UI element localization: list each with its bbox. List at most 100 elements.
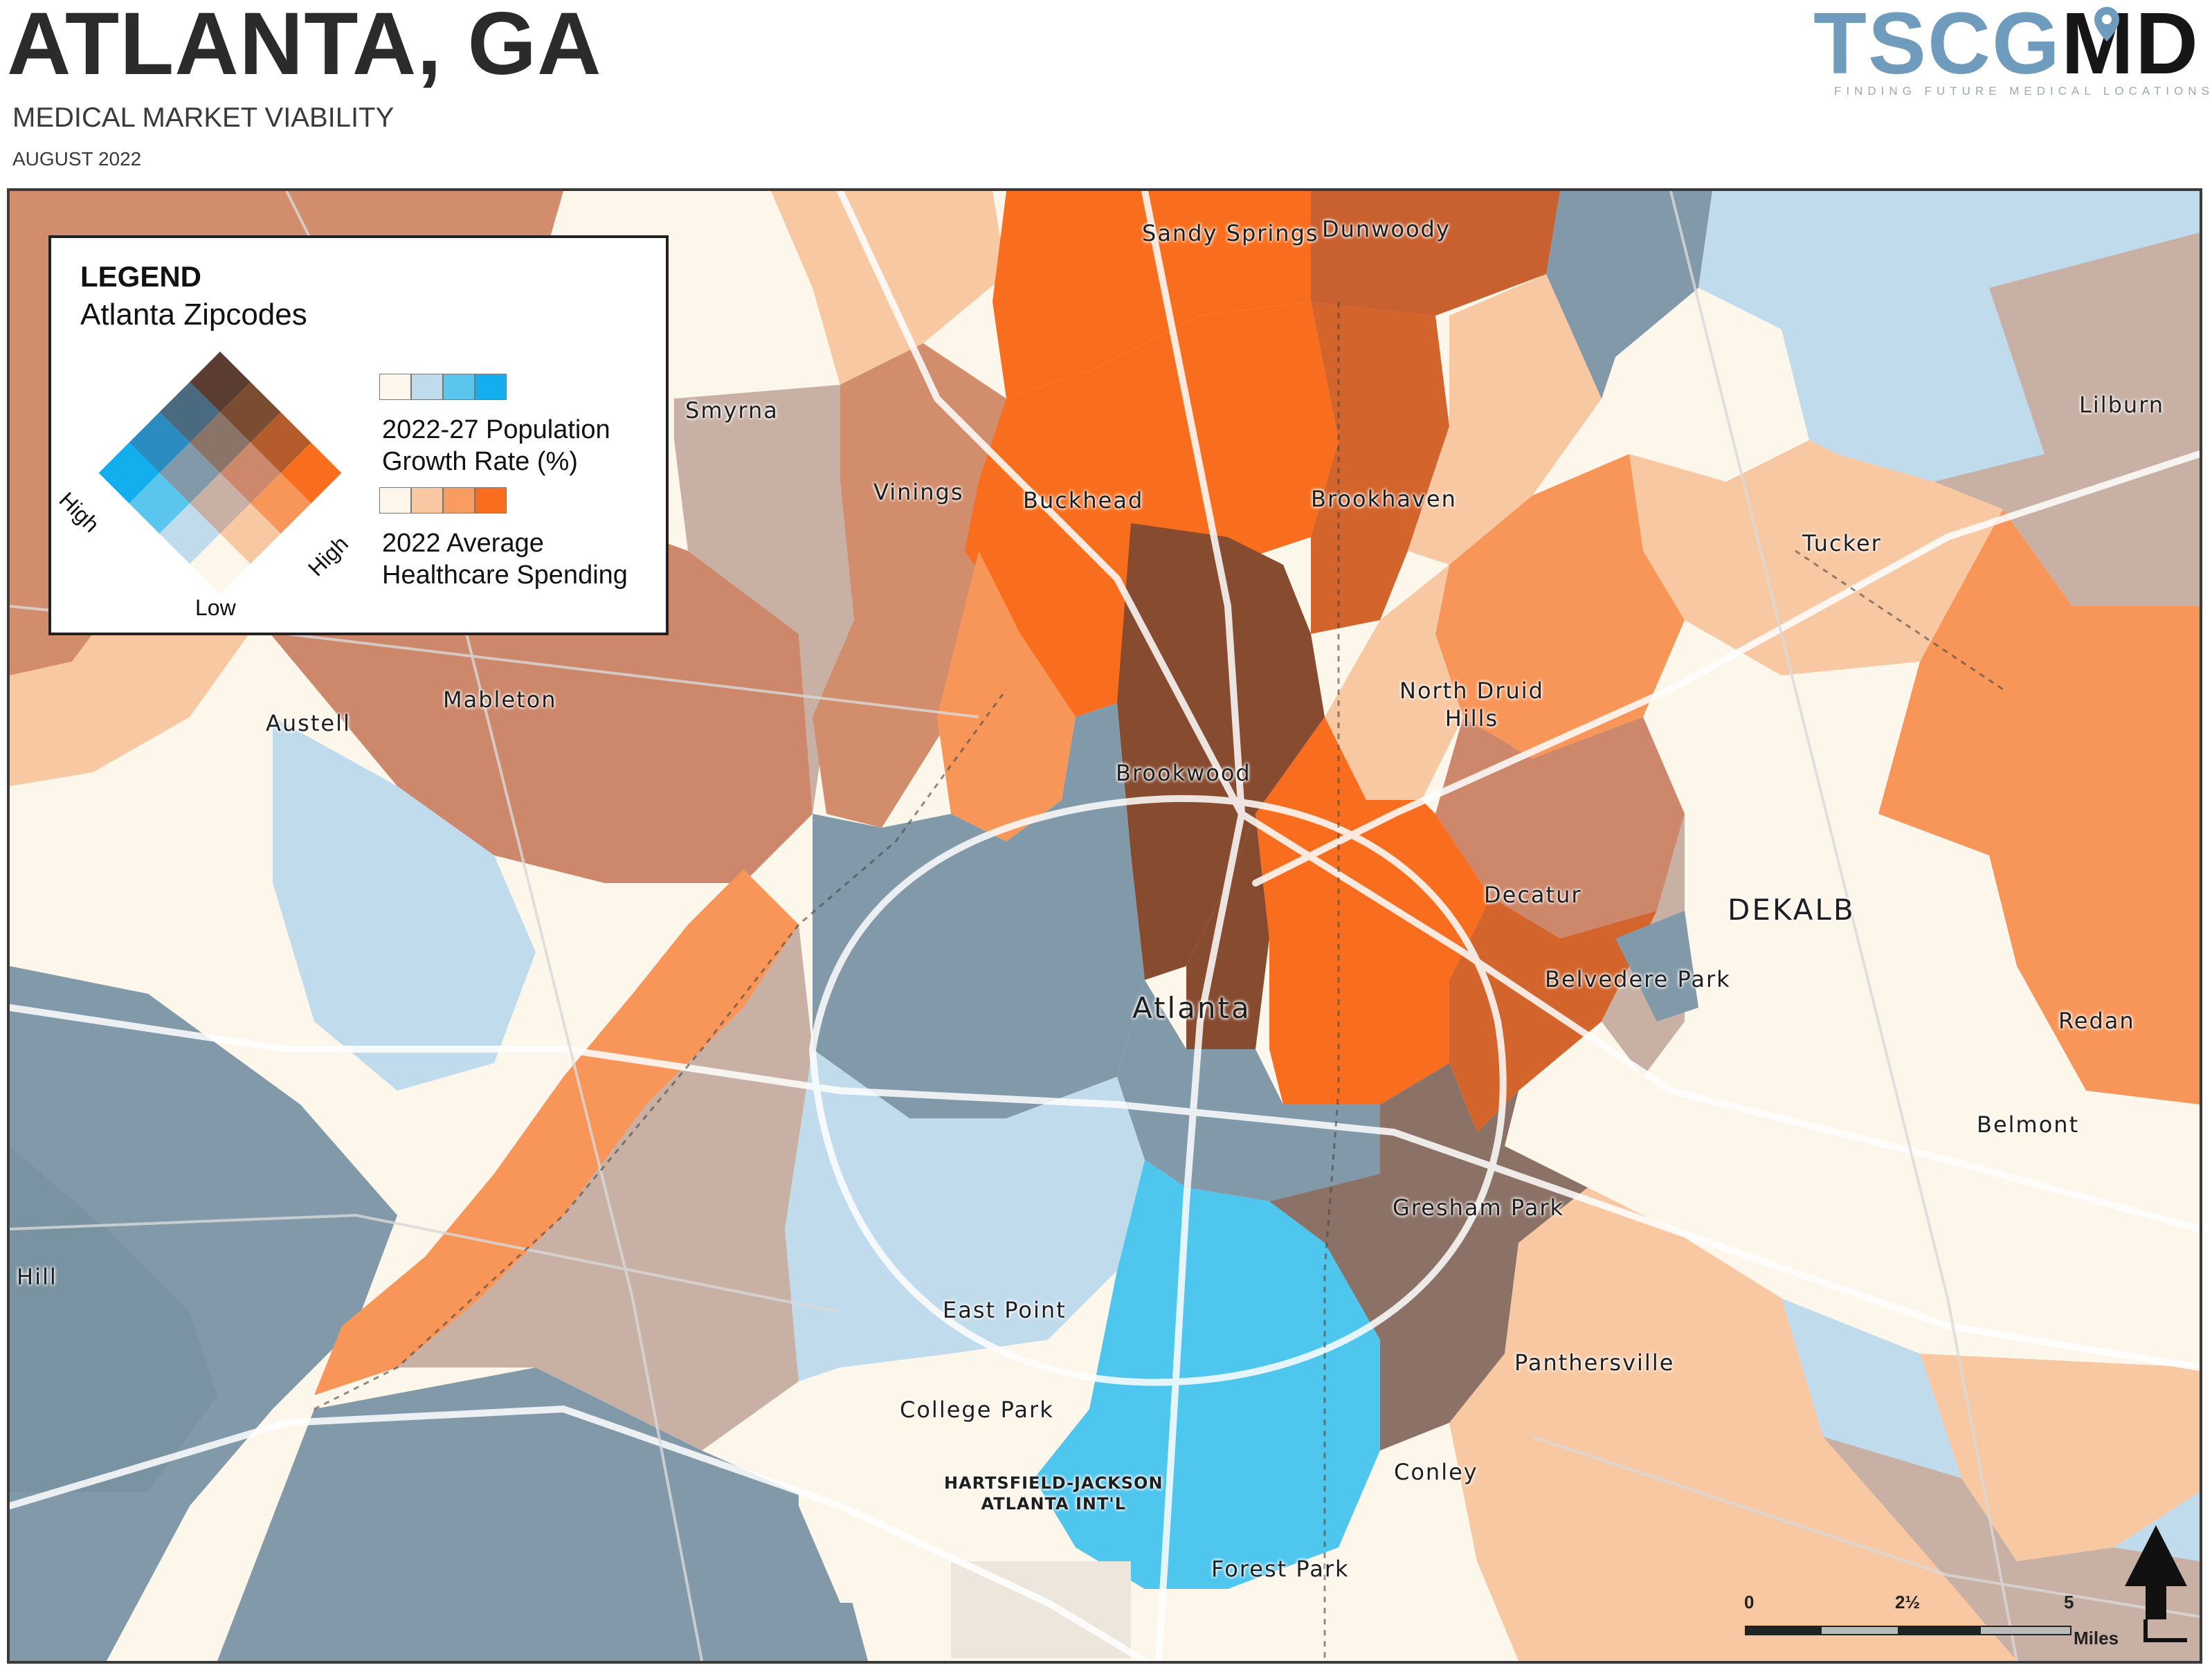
bivariate-legend-diamond [98, 352, 342, 594]
label-dekalb: DEKALB [1728, 893, 1856, 927]
airport-line1: HARTSFIELD-JACKSON [944, 1473, 1163, 1493]
location-pin-icon [2094, 7, 2119, 42]
spend-swatch-4 [475, 487, 507, 514]
region-southwest-3 [10, 1146, 217, 1492]
region-brookhaven [1311, 302, 1449, 634]
region-druid-east [1435, 717, 1685, 938]
logo-wordmark: TSCGMD [1813, 0, 2200, 93]
pop-swatch-4 [475, 374, 507, 400]
region-dunwoody [1311, 191, 1560, 316]
region-west-lightblue [785, 1049, 1145, 1381]
label-east-point: East Point [943, 1297, 1067, 1323]
logo-text-dark: MD [2061, 0, 2200, 92]
label-brookwood: Brookwood [1116, 760, 1251, 786]
region-east-point [799, 1340, 1089, 1603]
label-belmont: Belmont [1977, 1111, 2080, 1138]
spend-swatch-2 [411, 487, 443, 514]
region-west-grey [813, 703, 1145, 1118]
region-tucker [1629, 440, 2003, 675]
north-druid-line2: Hills [1444, 705, 1499, 732]
scale-label-max: 5 [2064, 1592, 2074, 1612]
spend-swatch-3 [443, 487, 475, 514]
label-dunwoody: Dunwoody [1322, 216, 1451, 242]
spending-label-line2: Healthcare Spending [382, 561, 628, 590]
label-airport: HARTSFIELD-JACKSON ATLANTA INT'L [944, 1473, 1163, 1514]
label-college-park: College Park [900, 1397, 1054, 1423]
pop-swatch-2 [411, 374, 443, 400]
region-austell [273, 717, 536, 1091]
label-brookhaven: Brookhaven [1311, 486, 1457, 512]
label-buckhead: Buckhead [1023, 487, 1144, 514]
region-brookwood-north [1117, 523, 1325, 980]
region-se-tan [1823, 1437, 2200, 1661]
region-gresham-park [1269, 1063, 1588, 1451]
region-east-orange [1878, 509, 2200, 1105]
label-tucker: Tucker [1802, 530, 1882, 556]
legend-population-label: 2022-27 Population Growth Rate (%) [382, 414, 610, 478]
label-atlanta: Atlanta [1132, 991, 1251, 1025]
label-north-druid-hills: North Druid Hills [1399, 677, 1544, 732]
report-date: AUGUST 2022 [12, 148, 142, 170]
legend-title: LEGEND [80, 260, 202, 293]
label-belvedere-park: Belvedere Park [1545, 966, 1731, 992]
region-south-blue [1034, 1160, 1380, 1589]
region-south-west-2 [217, 1367, 868, 1661]
north-arrow-icon [2125, 1525, 2187, 1642]
legend-low: Low [195, 595, 236, 620]
region-lilburn [1934, 233, 2200, 606]
region-druid-orange [1435, 454, 1685, 758]
highways [10, 191, 2200, 1661]
page-subtitle: MEDICAL MARKET VIABILITY [12, 102, 395, 133]
pop-swatch-1 [379, 374, 411, 400]
region-midtown-east [1255, 717, 1491, 1105]
pop-swatch-3 [443, 374, 475, 400]
label-panthersville: Panthersville [1514, 1350, 1675, 1376]
airport-line2: ATLANTA INT'L [981, 1494, 1127, 1514]
region-airport [951, 1561, 1131, 1658]
page-title: ATLANTA, GA [7, 0, 602, 93]
region-downtown-grey [1117, 980, 1380, 1201]
map-legend: LEGEND Atlanta Zipcodes High High Low [48, 235, 669, 635]
label-smyrna: Smyrna [685, 397, 779, 424]
logo-tagline: FINDING FUTURE MEDICAL LOCATIONS [1834, 84, 2212, 98]
region-decatur-grey [1615, 911, 1698, 1021]
population-label-line2: Growth Rate (%) [382, 447, 578, 476]
label-decatur: Decatur [1484, 882, 1582, 908]
region-druid-cream [1325, 565, 1463, 800]
region-east-peach [1920, 1354, 2200, 1561]
scale-unit: Miles [2074, 1628, 2119, 1648]
label-redan: Redan [2058, 1008, 2135, 1034]
region-ne-grey [1546, 191, 1712, 399]
label-austell: Austell [266, 710, 351, 736]
region-north-cream [619, 191, 840, 399]
label-mableton: Mableton [443, 687, 557, 713]
scale-bar-graphic [1745, 1626, 2072, 1635]
label-vinings: Vinings [873, 479, 964, 505]
region-buckhead [965, 302, 1339, 717]
label-gresham-park: Gresham Park [1393, 1194, 1564, 1221]
label-forest-park: Forest Park [1211, 1556, 1350, 1582]
scale-label-0: 0 [1744, 1592, 1755, 1612]
north-druid-line1: North Druid [1399, 678, 1544, 704]
region-forest-park [1145, 1423, 1519, 1661]
scale-bar: 0 2½ 5 Miles [1744, 1592, 2119, 1648]
logo-text-light: TSCG [1813, 0, 2062, 92]
population-label-line1: 2022-27 Population [382, 415, 610, 444]
spending-swatches [379, 487, 507, 514]
label-sandy-springs: Sandy Springs [1142, 220, 1319, 246]
spend-swatch-1 [379, 487, 411, 514]
label-conley: Conley [1394, 1459, 1478, 1485]
header: ATLANTA, GA MEDICAL MARKET VIABILITY AUG… [0, 0, 2212, 187]
region-ne-cream [1615, 288, 1809, 482]
label-hill: Hill [17, 1264, 57, 1290]
region-panthersville [1449, 1188, 2017, 1661]
population-swatches [379, 374, 507, 400]
legend-spending-label: 2022 Average Healthcare Spending [382, 527, 628, 591]
region-ne-brookhaven [1408, 274, 1602, 565]
region-buckhead-west [937, 551, 1076, 842]
region-orange-strip [314, 869, 799, 1395]
county-borders [314, 302, 2004, 1661]
legend-subtitle: Atlanta Zipcodes [80, 298, 307, 331]
region-vinings [813, 343, 1006, 828]
tscgmd-logo: TSCGMD FINDING FUTURE MEDICAL LOCATIONS [1813, 0, 2209, 113]
